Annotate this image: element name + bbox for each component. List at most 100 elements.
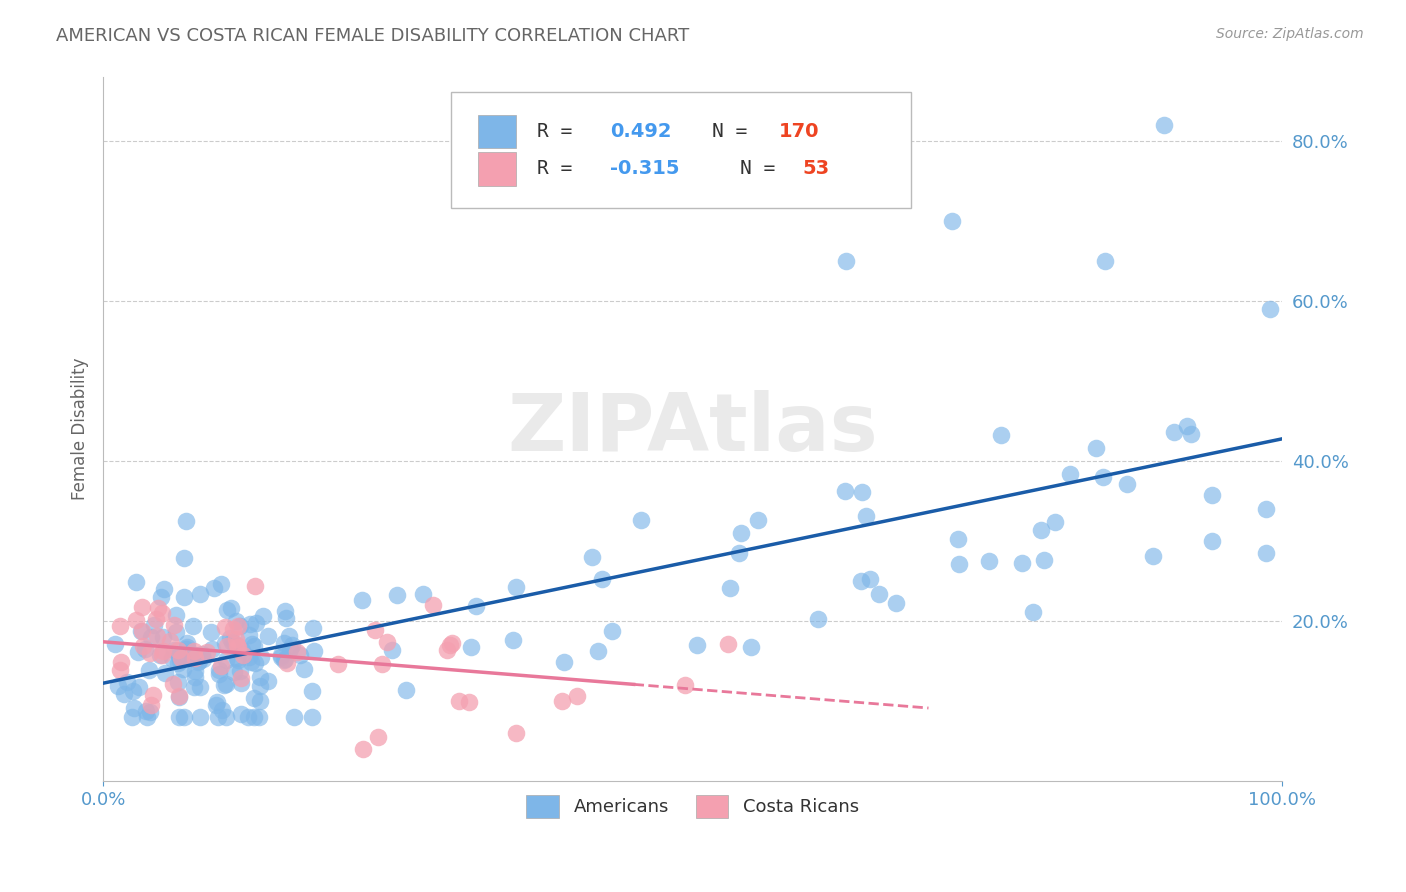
Point bbox=[440, 636, 463, 650]
Point bbox=[290, 648, 312, 663]
Point bbox=[167, 710, 190, 724]
Text: N =: N = bbox=[740, 160, 775, 178]
Point bbox=[145, 612, 167, 626]
Point bbox=[138, 663, 160, 677]
Point bbox=[162, 651, 184, 665]
Point bbox=[553, 655, 575, 669]
Point bbox=[207, 710, 229, 724]
Point bbox=[190, 648, 212, 663]
Text: ZIPAtlas: ZIPAtlas bbox=[508, 390, 879, 468]
Point bbox=[200, 625, 222, 640]
Point bbox=[273, 652, 295, 666]
Point bbox=[256, 629, 278, 643]
Point bbox=[225, 632, 247, 647]
Point bbox=[586, 644, 609, 658]
Point bbox=[505, 726, 527, 740]
Point bbox=[141, 630, 163, 644]
Point bbox=[948, 557, 970, 571]
Point bbox=[208, 663, 231, 677]
Point bbox=[229, 619, 252, 633]
Point bbox=[270, 650, 292, 665]
Point bbox=[215, 639, 238, 653]
Point bbox=[367, 730, 389, 744]
Point bbox=[115, 675, 138, 690]
Point bbox=[163, 618, 186, 632]
Point bbox=[121, 710, 143, 724]
Point bbox=[1142, 549, 1164, 563]
Point bbox=[184, 670, 207, 684]
Point bbox=[352, 592, 374, 607]
Point bbox=[146, 629, 169, 643]
Point bbox=[439, 638, 461, 652]
Point bbox=[807, 612, 830, 626]
Point bbox=[851, 485, 873, 500]
Y-axis label: Female Disability: Female Disability bbox=[72, 358, 89, 500]
Point bbox=[139, 646, 162, 660]
Point bbox=[1256, 502, 1278, 516]
Point bbox=[152, 582, 174, 597]
Point bbox=[174, 514, 197, 528]
Point bbox=[243, 710, 266, 724]
Point bbox=[276, 656, 298, 670]
Point bbox=[505, 580, 527, 594]
Point bbox=[1153, 119, 1175, 133]
FancyBboxPatch shape bbox=[451, 92, 911, 208]
Point bbox=[868, 587, 890, 601]
Text: R =: R = bbox=[537, 160, 583, 178]
Point bbox=[273, 636, 295, 650]
Point bbox=[1092, 470, 1115, 484]
Point bbox=[215, 603, 238, 617]
Point bbox=[166, 674, 188, 689]
Point bbox=[162, 677, 184, 691]
Point bbox=[181, 649, 204, 664]
Point bbox=[190, 680, 212, 694]
Point bbox=[222, 622, 245, 636]
Point bbox=[108, 663, 131, 677]
Point bbox=[1011, 556, 1033, 570]
Point bbox=[122, 683, 145, 698]
Point bbox=[243, 578, 266, 592]
Point bbox=[191, 647, 214, 661]
Point bbox=[240, 655, 263, 669]
Point bbox=[221, 634, 243, 648]
Point bbox=[1031, 523, 1053, 537]
Point bbox=[281, 638, 304, 652]
Point bbox=[150, 606, 173, 620]
Point bbox=[990, 428, 1012, 442]
Point bbox=[225, 614, 247, 628]
Point bbox=[211, 577, 233, 591]
Point bbox=[283, 710, 305, 724]
Point bbox=[108, 618, 131, 632]
Point bbox=[242, 691, 264, 706]
Point bbox=[977, 554, 1000, 568]
Point bbox=[207, 695, 229, 709]
Bar bbox=[478, 115, 516, 148]
Point bbox=[718, 581, 741, 595]
Point bbox=[1201, 488, 1223, 502]
Point bbox=[218, 631, 240, 645]
Point bbox=[128, 681, 150, 695]
Point bbox=[134, 642, 156, 657]
Point bbox=[214, 677, 236, 691]
Point bbox=[129, 624, 152, 638]
Text: 170: 170 bbox=[779, 122, 820, 141]
Point bbox=[215, 710, 238, 724]
Point bbox=[673, 678, 696, 692]
Point bbox=[172, 662, 194, 676]
Point bbox=[567, 689, 589, 703]
Point bbox=[169, 690, 191, 704]
Point bbox=[226, 652, 249, 666]
Point bbox=[167, 689, 190, 703]
Point bbox=[122, 701, 145, 715]
Point bbox=[1260, 302, 1282, 317]
Point bbox=[222, 665, 245, 680]
Point bbox=[464, 599, 486, 614]
Point bbox=[191, 652, 214, 666]
Point bbox=[292, 662, 315, 676]
Point bbox=[104, 637, 127, 651]
Point bbox=[165, 608, 187, 623]
Point bbox=[1180, 427, 1202, 442]
Point bbox=[201, 642, 224, 657]
Point bbox=[166, 643, 188, 657]
Point bbox=[110, 656, 132, 670]
